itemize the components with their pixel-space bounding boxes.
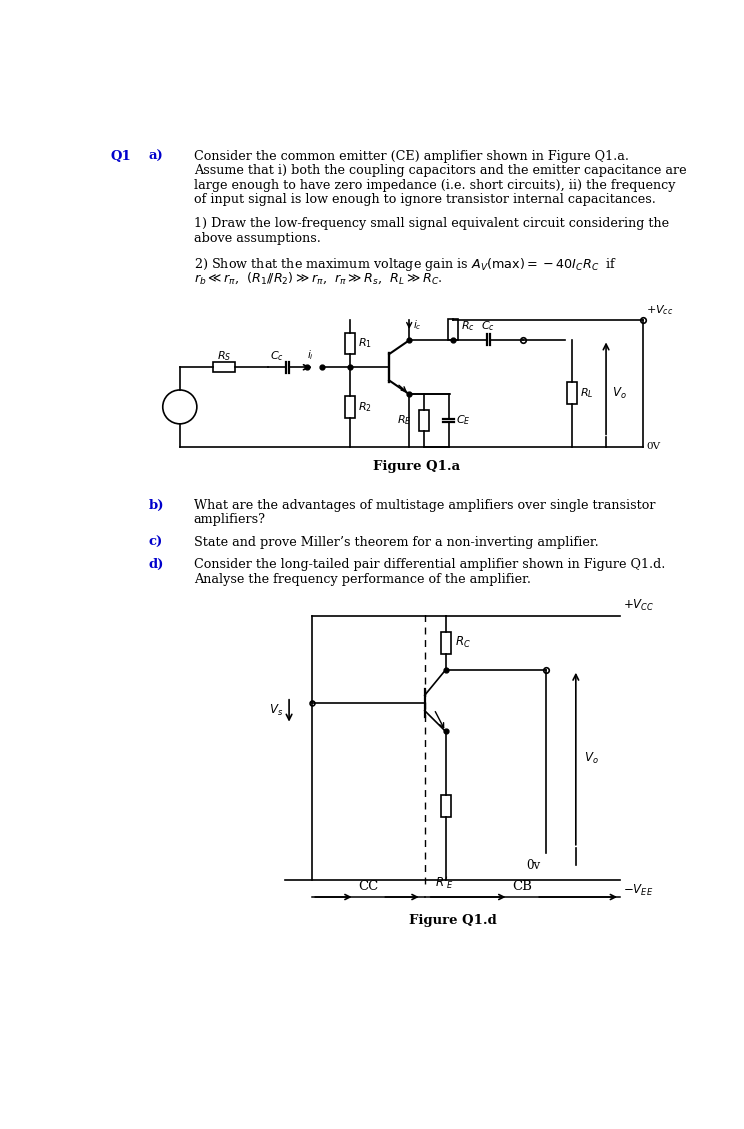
Text: d): d) — [149, 558, 164, 571]
Text: 0v: 0v — [526, 858, 540, 872]
Text: Q1: Q1 — [110, 150, 131, 163]
Text: $+V_{cc}$: $+V_{cc}$ — [647, 304, 674, 317]
Bar — [440, 632, 451, 654]
Text: $V_s$: $V_s$ — [269, 703, 283, 718]
Text: a): a) — [149, 150, 164, 163]
Text: large enough to have zero impedance (i.e. short circuits), ii) the frequency: large enough to have zero impedance (i.e… — [193, 178, 676, 192]
Bar — [345, 333, 356, 355]
Text: CC: CC — [359, 881, 379, 893]
Text: $C_c$: $C_c$ — [481, 320, 496, 333]
Text: $i_c$: $i_c$ — [413, 318, 422, 332]
Text: Consider the long-tailed pair differential amplifier shown in Figure Q1.d.: Consider the long-tailed pair differenti… — [193, 558, 665, 571]
Text: CB: CB — [513, 881, 532, 893]
Text: Figure Q1.d: Figure Q1.d — [408, 914, 496, 927]
Text: above assumptions.: above assumptions. — [193, 231, 321, 245]
Text: of input signal is low enough to ignore transistor internal capacitances.: of input signal is low enough to ignore … — [193, 193, 655, 205]
Text: $C_E$: $C_E$ — [456, 413, 470, 427]
Text: $+V_{CC}$: $+V_{CC}$ — [623, 597, 655, 613]
Bar — [567, 383, 577, 404]
Text: $R_1$: $R_1$ — [358, 336, 372, 350]
Text: $R'_E$: $R'_E$ — [435, 874, 455, 891]
Bar — [440, 795, 451, 816]
Text: $R_E$: $R_E$ — [397, 413, 411, 427]
Text: 2) Show that the maximum voltage gain is $A_V(\mathrm{max}) = -40I_CR_C$  if: 2) Show that the maximum voltage gain is… — [193, 256, 617, 273]
Text: $-V_{EE}$: $-V_{EE}$ — [623, 883, 653, 899]
Text: amplifiers?: amplifiers? — [193, 514, 266, 526]
Bar — [345, 396, 356, 418]
Text: $R_c$: $R_c$ — [461, 318, 475, 333]
Text: Consider the common emitter (CE) amplifier shown in Figure Q1.a.: Consider the common emitter (CE) amplifi… — [193, 150, 629, 163]
Bar — [213, 362, 235, 373]
Text: Figure Q1.a: Figure Q1.a — [373, 461, 460, 473]
Text: Analyse the frequency performance of the amplifier.: Analyse the frequency performance of the… — [193, 572, 530, 586]
Text: State and prove Miller’s theorem for a non-inverting amplifier.: State and prove Miller’s theorem for a n… — [193, 536, 598, 549]
Text: Assume that i) both the coupling capacitors and the emitter capacitance are: Assume that i) both the coupling capacit… — [193, 165, 687, 177]
Bar — [449, 318, 458, 340]
Bar — [419, 410, 429, 431]
Text: $C_c$: $C_c$ — [271, 349, 284, 362]
Text: $R_S$: $R_S$ — [217, 349, 231, 362]
Text: $R_2$: $R_2$ — [358, 400, 372, 414]
Text: 0V: 0V — [647, 443, 661, 452]
Text: What are the advantages of multistage amplifiers over single transistor: What are the advantages of multistage am… — [193, 499, 655, 511]
Text: $R_L$: $R_L$ — [580, 386, 593, 400]
Text: $R_C$: $R_C$ — [455, 636, 471, 650]
Text: $V_o$: $V_o$ — [612, 385, 627, 401]
Text: c): c) — [149, 536, 163, 549]
Text: $V_o$: $V_o$ — [583, 751, 598, 767]
Text: $r_b \ll r_\pi$,  $(R_1/\!/R_2) \gg r_\pi$,  $r_\pi \gg R_s$,  $R_L \gg R_C$.: $r_b \ll r_\pi$, $(R_1/\!/R_2) \gg r_\pi… — [193, 271, 442, 286]
Text: 1) Draw the low-frequency small signal equivalent circuit considering the: 1) Draw the low-frequency small signal e… — [193, 218, 669, 230]
Text: b): b) — [149, 499, 164, 511]
Text: $i_i$: $i_i$ — [307, 348, 313, 362]
